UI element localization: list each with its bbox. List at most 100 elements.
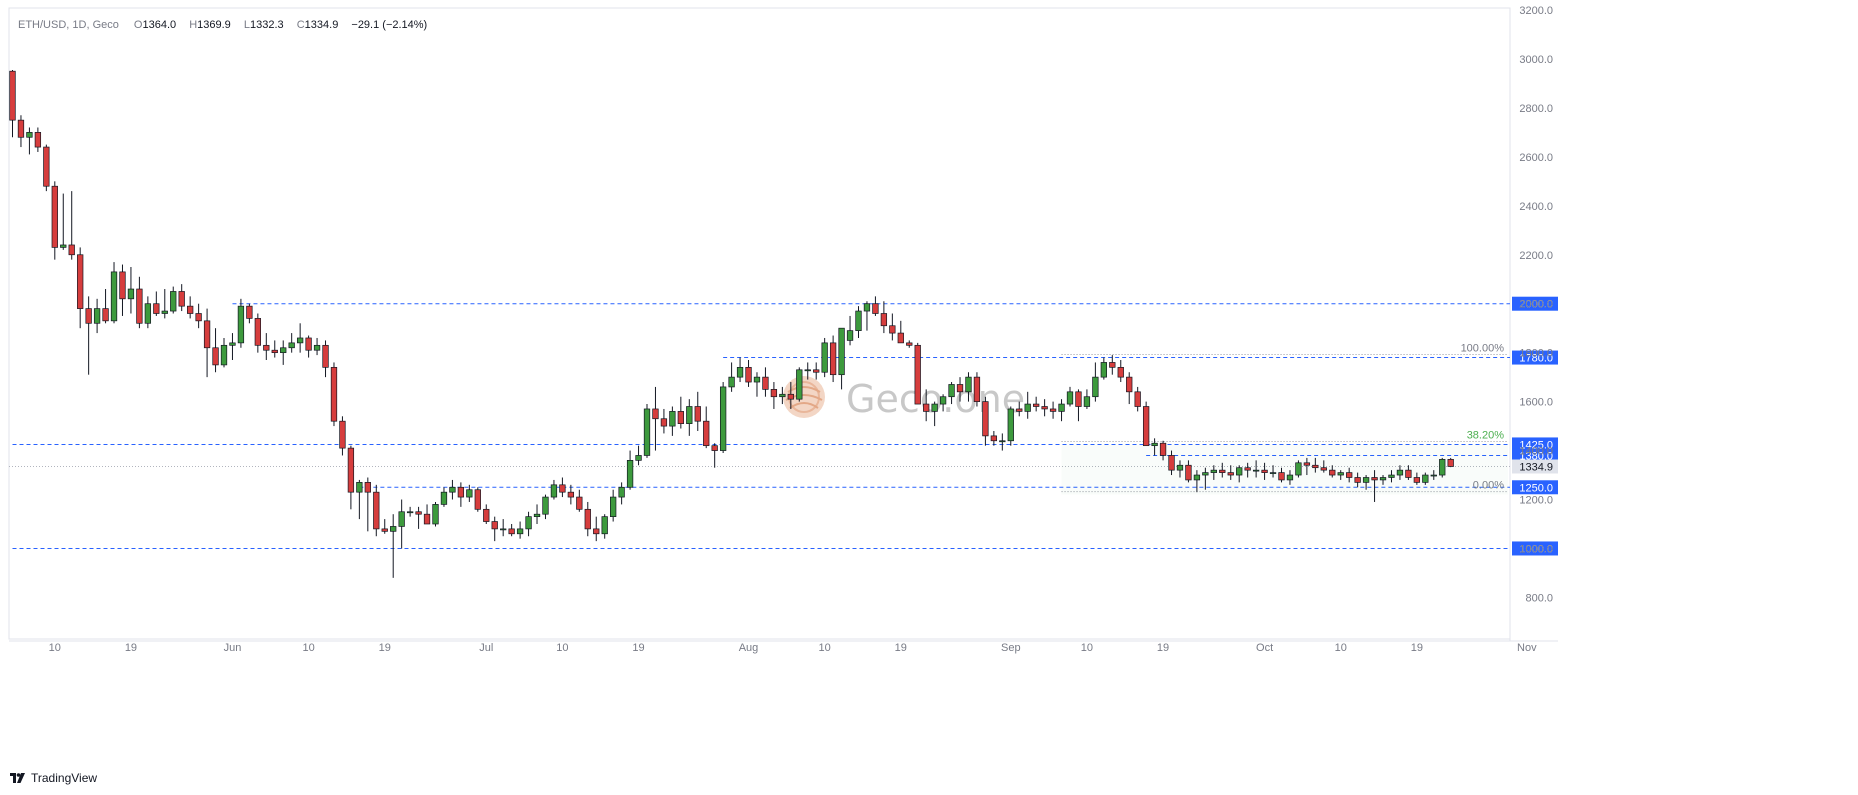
- candle: [356, 479, 363, 520]
- fib-label: 0.00%: [1473, 480, 1504, 492]
- candlestick-series: [9, 69, 1454, 578]
- current-price-badge: [1512, 459, 1558, 474]
- candle: [85, 296, 92, 375]
- candle: [567, 484, 575, 505]
- candle-body: [821, 342, 828, 373]
- candle: [1219, 462, 1226, 478]
- candle-body: [660, 418, 668, 427]
- candle-body: [626, 460, 634, 488]
- candle: [1151, 438, 1158, 456]
- candle-body: [559, 484, 566, 493]
- candle: [347, 445, 355, 510]
- candle: [237, 298, 245, 348]
- candle-body: [686, 406, 693, 424]
- candle-body: [1252, 469, 1260, 472]
- candle: [626, 450, 634, 490]
- candle-body: [246, 305, 253, 319]
- level-badge: [1512, 448, 1558, 463]
- candle-body: [1312, 464, 1319, 469]
- candle: [1346, 467, 1353, 483]
- candle-body: [1075, 391, 1082, 407]
- candle-body: [1210, 469, 1217, 473]
- candle-body: [1227, 472, 1234, 476]
- candle: [1066, 386, 1074, 407]
- candle-body: [1151, 442, 1158, 447]
- price-tick-label: 3000.0: [1519, 54, 1553, 66]
- candle: [813, 362, 820, 380]
- level-badge: [1512, 350, 1558, 365]
- candle-body: [195, 313, 202, 322]
- candle: [17, 115, 25, 148]
- tradingview-branding[interactable]: TradingView: [10, 771, 97, 785]
- candle-body: [26, 132, 33, 138]
- candle: [846, 315, 854, 346]
- candle: [601, 514, 608, 539]
- candle: [1388, 470, 1395, 483]
- candle: [559, 477, 566, 498]
- candle: [762, 367, 769, 397]
- candle-body: [1007, 408, 1014, 442]
- close-value: 1334.9: [304, 19, 339, 31]
- candle: [550, 479, 558, 500]
- candle: [1295, 460, 1302, 478]
- tradingview-logo-icon: [10, 773, 26, 783]
- candle: [178, 284, 185, 312]
- candle-body: [863, 303, 871, 312]
- candle-body: [1278, 472, 1285, 481]
- candle: [533, 504, 541, 524]
- candle: [508, 523, 515, 537]
- price-tick-label: 2600.0: [1519, 152, 1553, 164]
- level-badge: [1512, 296, 1558, 311]
- candle-body: [474, 489, 481, 510]
- candle: [9, 69, 16, 138]
- candle: [1320, 460, 1327, 473]
- candle: [398, 499, 405, 549]
- candle-body: [60, 244, 67, 248]
- candle-body: [449, 486, 456, 493]
- candle: [93, 298, 101, 334]
- candle-body: [1058, 403, 1065, 412]
- time-tick-label: Nov: [1517, 642, 1537, 654]
- time-axis: 10 19 Jun 10 19 Jul 10 19 Aug 10 19 Sep 10 19 Oct 10 19 N…: [49, 642, 1537, 654]
- level-badge-label: 1425.0: [1519, 439, 1553, 451]
- candle: [136, 276, 143, 329]
- candle: [1312, 457, 1319, 473]
- candle-body: [102, 308, 109, 322]
- candle-body: [652, 408, 659, 420]
- candle: [525, 511, 532, 537]
- candle: [872, 296, 879, 316]
- candle-body: [643, 408, 651, 456]
- candle-body: [982, 401, 989, 437]
- candle-body: [1117, 366, 1124, 378]
- candle: [1109, 355, 1116, 375]
- candle-body: [1261, 469, 1268, 473]
- time-tick-label: Jul: [479, 642, 493, 654]
- candle-body: [1346, 472, 1353, 478]
- candle-body: [296, 337, 304, 344]
- candle-body: [1033, 403, 1040, 407]
- candle: [1413, 472, 1421, 485]
- candle-body: [1219, 469, 1226, 473]
- candle-body: [415, 511, 422, 515]
- candle: [1202, 467, 1209, 490]
- candle-body: [762, 376, 769, 390]
- candle-body: [525, 516, 532, 530]
- candle-body: [466, 489, 473, 498]
- candle: [474, 487, 481, 512]
- candle-body: [796, 369, 803, 400]
- candle-body: [406, 511, 414, 514]
- candle: [203, 308, 211, 378]
- candle-body: [43, 146, 50, 187]
- candle: [330, 362, 338, 427]
- candle-body: [1100, 362, 1107, 378]
- level-badge-label: 2000.0: [1519, 299, 1553, 311]
- level-badge: [1512, 437, 1558, 452]
- candle: [703, 406, 710, 449]
- price-tick-label: 1800.0: [1519, 348, 1553, 360]
- candle: [1371, 470, 1378, 502]
- candle: [43, 144, 50, 192]
- candle: [381, 519, 388, 534]
- candle: [246, 303, 253, 324]
- candle: [694, 391, 701, 431]
